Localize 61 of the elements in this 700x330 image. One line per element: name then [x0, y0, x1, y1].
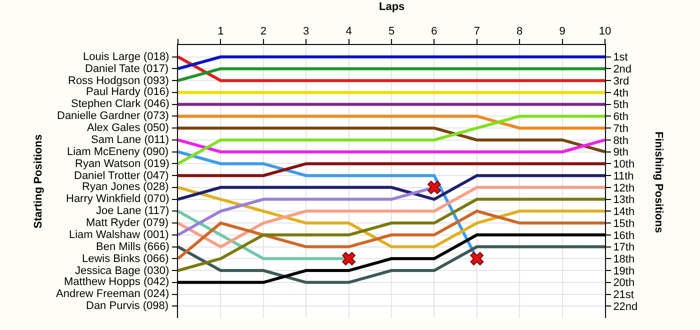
text: Paul Hardy (016)	[86, 86, 170, 98]
text: Daniel Tate (017)	[85, 63, 169, 75]
text: Andrew Freeman (024)	[56, 288, 170, 300]
text: Harry Winkfield (070)	[66, 193, 170, 205]
y-tick-label: 17th	[613, 242, 635, 254]
text: Louis Large (018)	[83, 51, 170, 63]
y-tick-label: 1st	[613, 52, 628, 64]
x-tick-label: 3	[303, 26, 310, 38]
y-tick-label: 2nd	[613, 64, 632, 76]
text: Jessica Bage (030)	[75, 265, 170, 277]
y-tick-label: 10th	[613, 158, 635, 171]
text: Ryan Watson (019)	[75, 158, 170, 170]
text: Lewis Binks (066)	[82, 253, 169, 265]
x-axis-title: Laps	[379, 1, 405, 13]
line-series	[178, 210, 605, 260]
y-tick-label: 16th	[613, 230, 635, 242]
y-tick-label: 20th	[613, 277, 635, 290]
text: Ross Hodgson (093)	[68, 75, 169, 87]
y-tick-label: 11th	[613, 170, 634, 182]
x-tick-label: 5	[388, 26, 395, 38]
y-tick-label: 12th	[613, 182, 635, 194]
text: Alex Gales (050)	[87, 122, 169, 134]
text: Ben Mills (666)	[96, 241, 170, 253]
y-tick-label: 19th	[613, 265, 635, 278]
y-tick-label: 7th	[613, 122, 628, 135]
line-series	[178, 198, 605, 272]
text: Daniel Trotter (047)	[74, 170, 169, 182]
x-tick-label: 6	[431, 26, 438, 38]
text: Danielle Gardner (073)	[57, 110, 169, 122]
x-tick-label: 7	[474, 26, 480, 38]
y-tick-label: 8th	[613, 134, 628, 147]
text: Liam Walshaw (001)	[69, 229, 169, 241]
y-tick-label: 18th	[613, 254, 635, 266]
text: Stephen Clark (046)	[71, 98, 170, 110]
y-tick-label: 3rd	[613, 75, 630, 88]
y-tick-label: 5th	[613, 99, 628, 112]
y-tick-label: 13th	[613, 194, 635, 206]
text: Matt Ryder (079)	[86, 217, 169, 229]
text: Sam Lane (011)	[91, 134, 170, 146]
x-tick-label: 9	[559, 26, 566, 38]
y-tick-label: 9th	[613, 146, 628, 159]
x-tick-label: 4	[346, 26, 352, 38]
x-tick-label: 2	[260, 26, 266, 38]
text: Joe Lane (117)	[96, 205, 170, 217]
x-tick-label: 10	[598, 26, 612, 38]
y-axis-title: Finishing Positions	[652, 132, 664, 233]
text: Ryan Jones (028)	[82, 181, 169, 193]
line-series	[178, 186, 605, 248]
text: Liam McEneny (090)	[67, 146, 168, 158]
x-tick-label: 1	[218, 26, 224, 38]
y-tick-label: 4th	[613, 87, 628, 100]
text: Starting Positions	[32, 134, 44, 228]
y-tick-label: 21st	[613, 289, 634, 302]
line-series	[178, 114, 605, 166]
text: Matthew Hopps (042)	[64, 276, 170, 288]
x-tick-label: 8	[516, 26, 523, 38]
y-tick-label: 6th	[613, 111, 628, 124]
y-tick-label: 15th	[613, 218, 635, 230]
y-tick-label: 22nd	[613, 300, 638, 313]
y-tick-label: 14th	[613, 206, 635, 218]
text: Dan Purvis (098)	[86, 300, 169, 312]
